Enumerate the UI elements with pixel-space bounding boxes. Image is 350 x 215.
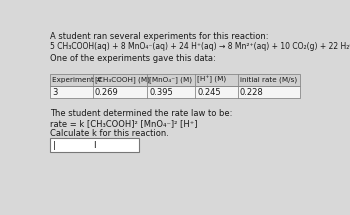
Text: 0.395: 0.395 [149, 88, 173, 97]
Text: The student determined the rate law to be:: The student determined the rate law to b… [50, 109, 232, 118]
Text: 0.245: 0.245 [197, 88, 221, 97]
Text: [MnO₄⁻] (M): [MnO₄⁻] (M) [149, 76, 192, 83]
Text: [CH₃COOH] (M): [CH₃COOH] (M) [95, 76, 150, 83]
Bar [50, 86, 300, 98]
Text: 3: 3 [52, 88, 58, 97]
Text: One of the experiments gave this data:: One of the experiments gave this data: [50, 54, 216, 63]
Text: |: | [53, 141, 56, 150]
Text: Experiment #: Experiment # [52, 77, 103, 83]
Text: Ⅰ: Ⅰ [93, 141, 96, 150]
Bar [50, 74, 300, 86]
Text: [H⁺] (M): [H⁺] (M) [197, 76, 226, 83]
Text: 0.269: 0.269 [95, 88, 119, 97]
Text: Calculate k for this reaction.: Calculate k for this reaction. [50, 129, 169, 138]
Bar [50, 138, 139, 152]
Text: A student ran several experiments for this reaction:: A student ran several experiments for th… [50, 32, 268, 41]
Text: 0.228: 0.228 [240, 88, 264, 97]
Text: initial rate (M/s): initial rate (M/s) [240, 77, 297, 83]
Text: 5 CH₃COOH(aq) + 8 MnO₄⁻(aq) + 24 H⁺(aq) → 8 Mn²⁺(aq) + 10 CO₂(g) + 22 H₂O(l): 5 CH₃COOH(aq) + 8 MnO₄⁻(aq) + 24 H⁺(aq) … [50, 42, 350, 51]
Text: rate = k [CH₃COOH]² [MnO₄⁻]² [H⁺]: rate = k [CH₃COOH]² [MnO₄⁻]² [H⁺] [50, 119, 197, 128]
